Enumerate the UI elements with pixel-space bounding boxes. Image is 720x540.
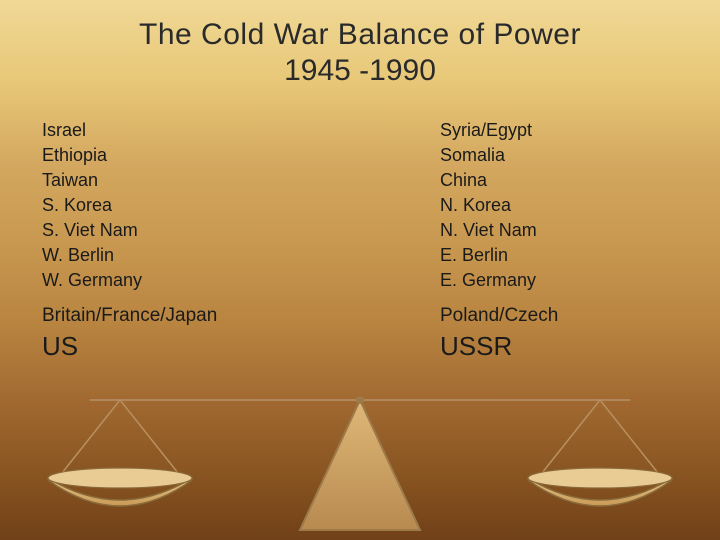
left-item: Israel [42,118,342,143]
title-line-2: 1945 -1990 [0,54,720,88]
left-item: W. Germany [42,268,342,293]
left-item: S. Korea [42,193,342,218]
left-big-label: US [42,334,342,359]
columns-container: Israel Ethiopia Taiwan S. Korea S. Viet … [0,118,720,359]
right-item: N. Viet Nam [440,218,700,243]
left-pan [48,478,192,506]
right-pan-top [528,468,672,488]
slide-title: The Cold War Balance of Power 1945 -1990 [0,0,720,88]
left-pan-top [48,468,192,488]
right-item: China [440,168,700,193]
left-chain [120,400,182,478]
left-column: Israel Ethiopia Taiwan S. Korea S. Viet … [42,118,342,359]
left-item: W. Berlin [42,243,342,268]
right-item: E. Berlin [440,243,700,268]
right-item: Syria/Egypt [440,118,700,143]
right-mid-label: Poland/Czech [440,303,700,328]
right-item: N. Korea [440,193,700,218]
right-chain [600,400,662,478]
scale-stand [300,400,420,530]
left-item: Taiwan [42,168,342,193]
right-chain [538,400,600,478]
left-chain [58,400,120,478]
left-mid-label: Britain/France/Japan [42,303,342,328]
right-column: Syria/Egypt Somalia China N. Korea N. Vi… [440,118,700,359]
left-item: S. Viet Nam [42,218,342,243]
right-item: Somalia [440,143,700,168]
right-big-label: USSR [440,334,700,359]
title-line-1: The Cold War Balance of Power [0,18,720,52]
left-item: Ethiopia [42,143,342,168]
right-pan [528,478,672,506]
right-item: E. Germany [440,268,700,293]
scale-pivot [356,396,364,404]
